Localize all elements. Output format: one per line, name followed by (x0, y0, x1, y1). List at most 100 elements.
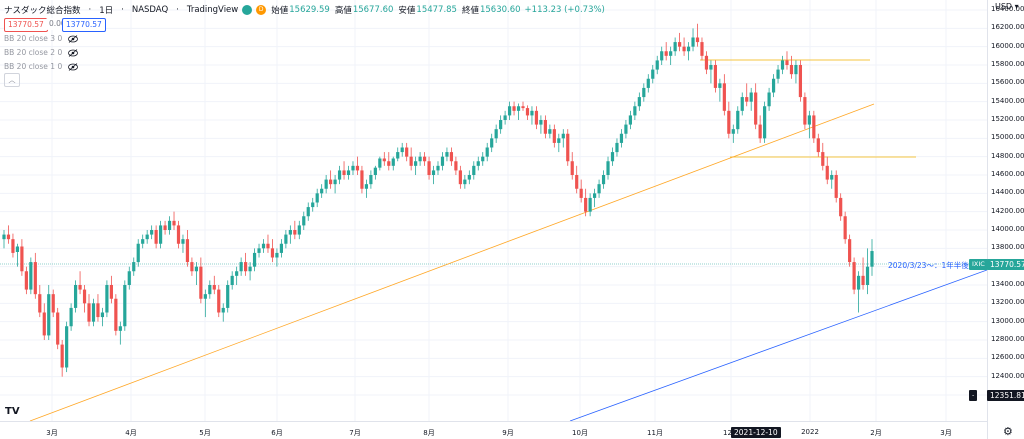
sell-price-box[interactable]: 13770.57 (4, 18, 48, 32)
candle-up (856, 275, 861, 290)
legend-header: ナスダック総合指数 · 1日 · NASDAQ · TradingView D … (4, 5, 605, 16)
candle-down (664, 51, 668, 56)
candle-up (436, 165, 440, 171)
candle-down (185, 239, 190, 263)
indicator-label: BB 20 close 1 0 (4, 62, 63, 71)
candle-down (521, 106, 525, 109)
candle-down (843, 216, 847, 240)
candle-down (852, 262, 856, 290)
candle-down (217, 289, 221, 313)
candle-up (691, 37, 695, 47)
indicator-bb-3[interactable]: BB 20 close 3 0 (4, 34, 79, 43)
candle-up (261, 243, 266, 249)
candle-up (181, 239, 185, 244)
indicator-bb-1[interactable]: BB 20 close 1 0 (4, 62, 79, 71)
source-label: TradingView (186, 5, 239, 15)
candle-up (642, 87, 646, 98)
candle-down (176, 225, 181, 244)
price-tick-label: 12800.00 (991, 335, 1024, 343)
symbol-name[interactable]: ナスダック総合指数 (4, 6, 81, 16)
candle-down (570, 161, 574, 175)
candle-up (628, 115, 632, 125)
candle-down (534, 110, 539, 125)
tradingview-logo[interactable]: TV (5, 406, 20, 417)
eye-icon[interactable] (68, 34, 79, 43)
candle-up (221, 307, 225, 313)
buy-price-box[interactable]: 13770.57 (62, 18, 106, 32)
candle-up (740, 97, 744, 111)
time-tick-label: 8月 (423, 429, 435, 437)
candle-down (543, 120, 547, 134)
candle-up (669, 51, 673, 56)
candle-down (266, 243, 270, 249)
price-tick-label: 14400.00 (991, 188, 1024, 197)
candle-up (445, 152, 449, 157)
candle-down (454, 161, 458, 171)
candle-down (60, 344, 64, 368)
candle-up (418, 156, 422, 162)
candle-up (127, 271, 131, 285)
indicator-bb-2[interactable]: BB 20 close 2 0 (4, 48, 79, 57)
candle-down (51, 294, 55, 313)
candle-up (315, 193, 319, 203)
price-tick-label: 12400.00 (991, 371, 1024, 380)
price-tick-label: 14600.00 (991, 170, 1024, 178)
price-tick-label: 15400.00 (991, 96, 1024, 105)
candle-down (427, 161, 431, 175)
candle-up (655, 60, 659, 70)
candle-up (780, 60, 785, 70)
eye-icon[interactable] (68, 62, 79, 71)
candle-down (24, 271, 28, 290)
candle-down (270, 248, 275, 258)
candle-up (494, 129, 498, 139)
collapse-legend-button[interactable]: ︿ (4, 73, 20, 87)
candle-down (6, 234, 11, 240)
cursor-price-tag: 12351.81 (987, 390, 1024, 401)
candle-down (293, 230, 297, 235)
candle-down (525, 108, 530, 116)
candle-down (329, 179, 333, 185)
price-tick-label: 16200.00 (991, 23, 1024, 32)
price-tick-label: 13200.00 (991, 298, 1024, 307)
eye-icon[interactable] (68, 48, 79, 57)
candle-down (803, 97, 807, 125)
candle-up (870, 251, 874, 267)
candle-down (579, 188, 583, 198)
time-tick-label: 6月 (271, 429, 283, 437)
trendline-annotation[interactable]: 2020/3/23〜：1年半後 (888, 261, 969, 270)
candle-up (619, 133, 624, 143)
candle-up (749, 92, 753, 102)
candle-down (825, 165, 829, 180)
candle-down (785, 60, 789, 65)
candle-down (861, 275, 865, 285)
candle-down (96, 303, 100, 318)
time-tick-label: 7月 (349, 429, 361, 437)
candle-up (369, 175, 373, 185)
price-tick-label: 13000.00 (991, 316, 1024, 325)
open-value: 15629.59 (289, 5, 330, 15)
time-tick-label: 2月 (870, 429, 882, 437)
candle-up (15, 246, 20, 252)
low-value: 15477.85 (416, 5, 457, 15)
candle-down (199, 266, 203, 299)
candle-down (798, 65, 803, 98)
candle-up (158, 225, 163, 244)
currency-label[interactable]: USD ▾ (995, 2, 1019, 11)
candle-down (405, 147, 409, 157)
candle-down (163, 225, 167, 230)
candle-down (566, 133, 570, 162)
settings-gear-icon[interactable]: ⚙ (1003, 425, 1013, 438)
price-chart[interactable] (0, 0, 987, 421)
open-key: 始値 (271, 6, 289, 16)
candle-up (235, 271, 239, 276)
candle-down (114, 298, 118, 331)
candle-up (606, 161, 610, 175)
candle-up (346, 170, 351, 175)
candle-up (485, 147, 489, 157)
price-tick-label: 15200.00 (991, 115, 1024, 123)
candle-up (391, 158, 395, 166)
candle-down (722, 83, 726, 111)
candle-up (284, 234, 288, 244)
candle-down (109, 285, 113, 299)
candle-up (337, 170, 342, 180)
